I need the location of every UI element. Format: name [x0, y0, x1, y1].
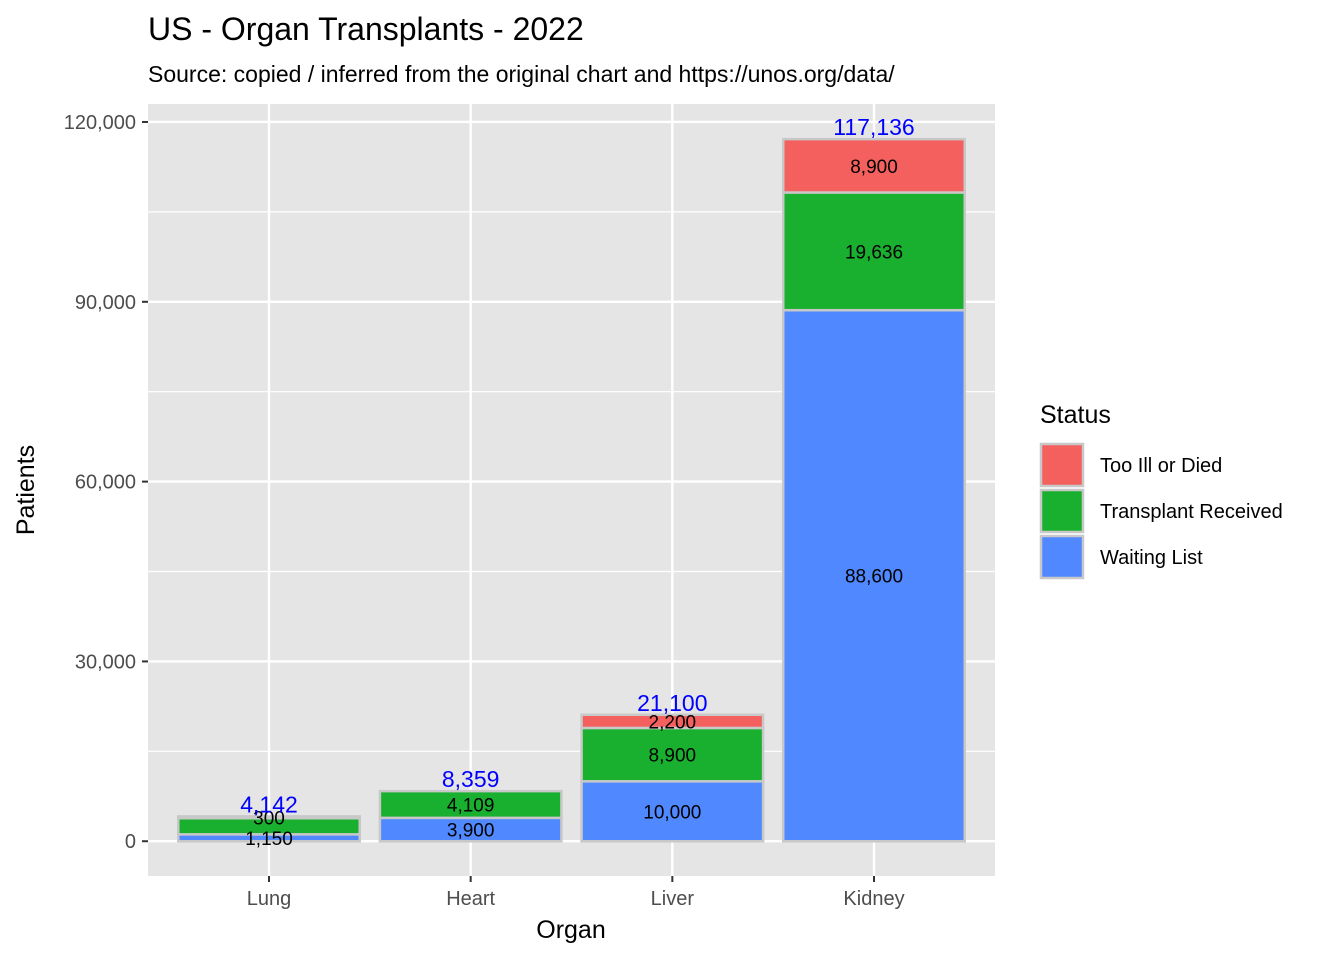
x-tick-label: Heart [446, 888, 495, 910]
x-axis: Lung Heart Liver Kidney [247, 876, 905, 910]
bars [177, 137, 966, 843]
x-tick-label: Liver [651, 888, 695, 910]
segment-value-label: 8,900 [649, 746, 697, 767]
segment-value-label: 300 [253, 808, 285, 829]
y-tick-label: 0 [125, 831, 136, 853]
chart-title: US - Organ Transplants - 2022 [148, 11, 584, 47]
bar-segment [782, 137, 966, 194]
segment-value-label: 10,000 [643, 802, 701, 823]
segment-value-label: 8,900 [850, 157, 898, 178]
legend-key-swatch [1039, 534, 1085, 580]
y-tick-label: 30,000 [75, 651, 136, 673]
segment-value-label: 19,636 [845, 242, 903, 263]
bar-segment [177, 815, 361, 820]
bar-segment [782, 191, 966, 312]
total-value-label: 117,136 [833, 114, 914, 140]
legend-item-label: Transplant Received [1100, 501, 1283, 523]
legend-key-swatch [1039, 442, 1085, 488]
segment-value-label: 88,600 [845, 567, 903, 588]
x-axis-title: Organ [536, 916, 605, 944]
y-tick-label: 90,000 [75, 292, 136, 314]
total-value-label: 4,142 [240, 791, 298, 817]
segment-value-label: 4,109 [447, 795, 495, 816]
chart-subtitle: Source: copied / inferred from the origi… [148, 61, 895, 87]
y-tick-label: 60,000 [75, 472, 136, 494]
y-axis: 0 30,000 60,000 90,000 120,000 [64, 112, 148, 853]
legend: Status Too Ill or Died Transplant Receive… [1039, 401, 1283, 580]
legend-item-label: Waiting List [1100, 547, 1203, 569]
segment-value-label: 2,200 [649, 712, 697, 733]
bar-segment [782, 308, 966, 843]
x-tick-label: Kidney [843, 888, 904, 910]
bar-segment [378, 789, 563, 820]
y-axis-title: Patients [12, 445, 40, 535]
legend-title: Status [1040, 401, 1111, 429]
segment-value-label: 3,900 [447, 821, 495, 842]
legend-key-swatch [1039, 488, 1085, 534]
total-value-label: 8,359 [442, 766, 500, 792]
bar-segment [580, 713, 765, 730]
x-tick-label: Lung [247, 888, 292, 910]
segment-value-label: 1,150 [245, 829, 293, 850]
y-tick-label: 120,000 [64, 112, 136, 134]
legend-item-label: Too Ill or Died [1100, 455, 1222, 477]
total-value-label: 21,100 [637, 690, 707, 716]
